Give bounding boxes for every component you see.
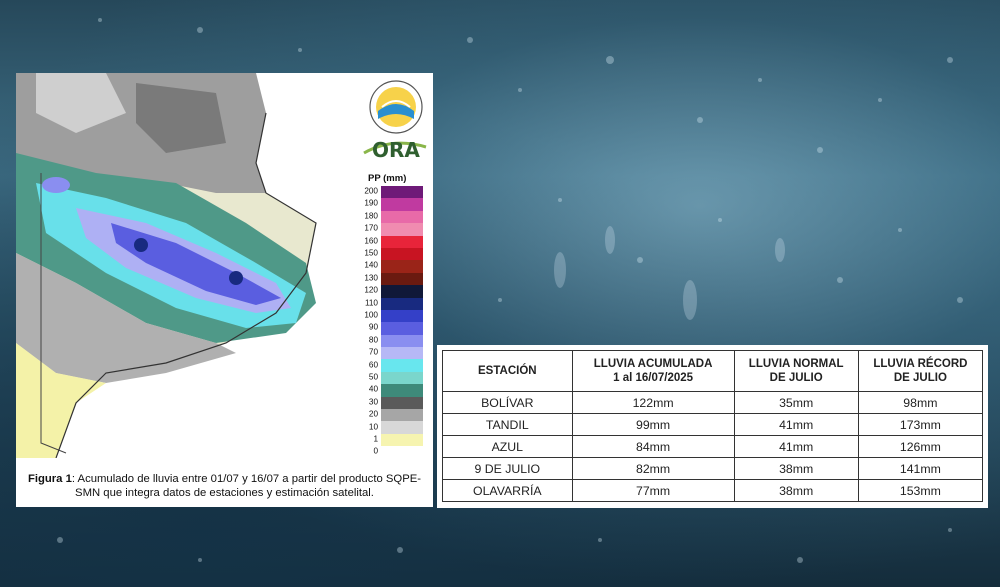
scale-label: 20 — [368, 409, 378, 419]
scale-swatch — [381, 347, 423, 360]
rainfall-map-figure: ORA PP (mm) 200 190 180 170 160 150 140 130 120 1… — [16, 73, 433, 507]
sea-area — [56, 73, 356, 458]
scale-swatch — [381, 210, 423, 224]
scale-swatch — [381, 186, 423, 199]
table-row: AZUL 84mm 41mm 126mm — [442, 435, 984, 458]
scale-label: 0 — [373, 446, 378, 456]
scale-swatch — [381, 297, 423, 310]
table-cell: 126mm — [857, 435, 984, 458]
scale-swatch — [381, 384, 423, 397]
ora-logo: ORA — [363, 138, 427, 162]
table-cell: 98mm — [857, 391, 984, 414]
scale-swatch — [381, 285, 423, 298]
scale-label: 80 — [368, 335, 378, 345]
scale-label: 130 — [364, 273, 378, 283]
caption-text: : Acumulado de lluvia entre 01/07 y 16/0… — [71, 473, 422, 499]
smn-logo — [369, 80, 423, 134]
scale-label: 1 — [373, 434, 378, 444]
scale-swatch — [381, 309, 423, 323]
table-cell: 35mm — [733, 391, 859, 414]
scale-swatch — [381, 446, 423, 459]
header-accumulated: LLUVIA ACUMULADA 1 al 16/07/2025 — [571, 350, 735, 392]
table-header-row: ESTACIÓN LLUVIA ACUMULADA 1 al 16/07/2025… — [442, 350, 984, 392]
table-cell: 173mm — [857, 413, 984, 436]
scale-label: 90 — [368, 322, 378, 332]
scale-swatch — [381, 396, 423, 410]
table-cell: 122mm — [571, 391, 735, 414]
scale-label: 160 — [364, 236, 378, 246]
table-cell: AZUL — [442, 435, 573, 458]
table-cell: 153mm — [857, 479, 984, 502]
table-row: OLAVARRÍA 77mm 38mm 153mm — [442, 479, 984, 502]
table-cell: 77mm — [571, 479, 735, 502]
scale-swatch — [381, 322, 423, 335]
table-cell: BOLÍVAR — [442, 391, 573, 414]
header-normal: LLUVIA NORMAL DE JULIO — [733, 350, 859, 392]
scale-label: 180 — [364, 211, 378, 221]
header-station: ESTACIÓN — [442, 350, 573, 392]
scale-swatch — [381, 247, 423, 261]
table-cell: 9 DE JULIO — [442, 457, 573, 480]
scale-label: 120 — [364, 285, 378, 295]
scale-label: 150 — [364, 248, 378, 258]
table-cell: TANDIL — [442, 413, 573, 436]
table-cell: 141mm — [857, 457, 984, 480]
scale-label: 30 — [368, 397, 378, 407]
scale-label: 110 — [364, 298, 378, 308]
table-cell: 82mm — [571, 457, 735, 480]
table-cell: 41mm — [733, 435, 859, 458]
header-record: LLUVIA RÉCORD DE JULIO — [857, 350, 984, 392]
svg-text:ORA: ORA — [372, 138, 420, 162]
table-cell: 84mm — [571, 435, 735, 458]
figure-caption: Figura 1: Acumulado de lluvia entre 01/0… — [20, 472, 429, 500]
caption-label: Figura 1 — [27, 473, 72, 485]
table-cell: 41mm — [733, 413, 859, 436]
scale-swatch — [381, 260, 423, 273]
rainfall-map — [16, 73, 356, 458]
table-row: 9 DE JULIO 82mm 38mm 141mm — [442, 457, 984, 480]
scale-label: 140 — [364, 260, 378, 270]
scale-title: PP (mm) — [368, 173, 407, 184]
rainfall-table: ESTACIÓN LLUVIA ACUMULADA 1 al 16/07/2025… — [442, 350, 984, 502]
scale-swatch — [381, 421, 423, 434]
scale-swatch — [381, 359, 423, 372]
scale-swatch — [381, 433, 423, 447]
scale-label: 40 — [368, 384, 378, 394]
table-row: TANDIL 99mm 41mm 173mm — [442, 413, 984, 436]
scale-label: 170 — [364, 223, 378, 233]
color-scale — [381, 186, 423, 459]
table-cell: 38mm — [733, 457, 859, 480]
table-cell: 38mm — [733, 479, 859, 502]
scale-label: 10 — [368, 422, 378, 432]
scale-label: 50 — [368, 372, 378, 382]
scale-swatch — [381, 223, 423, 236]
scale-swatch — [381, 198, 423, 211]
scale-label: 100 — [364, 310, 378, 320]
scale-label: 70 — [368, 347, 378, 357]
scale-swatch — [381, 371, 423, 385]
south-zone — [16, 343, 106, 458]
scale-swatch — [381, 272, 423, 286]
table-cell: OLAVARRÍA — [442, 479, 573, 502]
rainfall-table-panel: ESTACIÓN LLUVIA ACUMULADA 1 al 16/07/2025… — [437, 345, 988, 508]
scale-label: 60 — [368, 360, 378, 370]
table-row: BOLÍVAR 122mm 35mm 98mm — [442, 391, 984, 414]
table-cell: 99mm — [571, 413, 735, 436]
scale-label: 190 — [364, 198, 378, 208]
scale-label: 200 — [364, 186, 378, 196]
scale-swatch — [381, 409, 423, 422]
scale-swatch — [381, 334, 423, 348]
scale-swatch — [381, 235, 423, 248]
